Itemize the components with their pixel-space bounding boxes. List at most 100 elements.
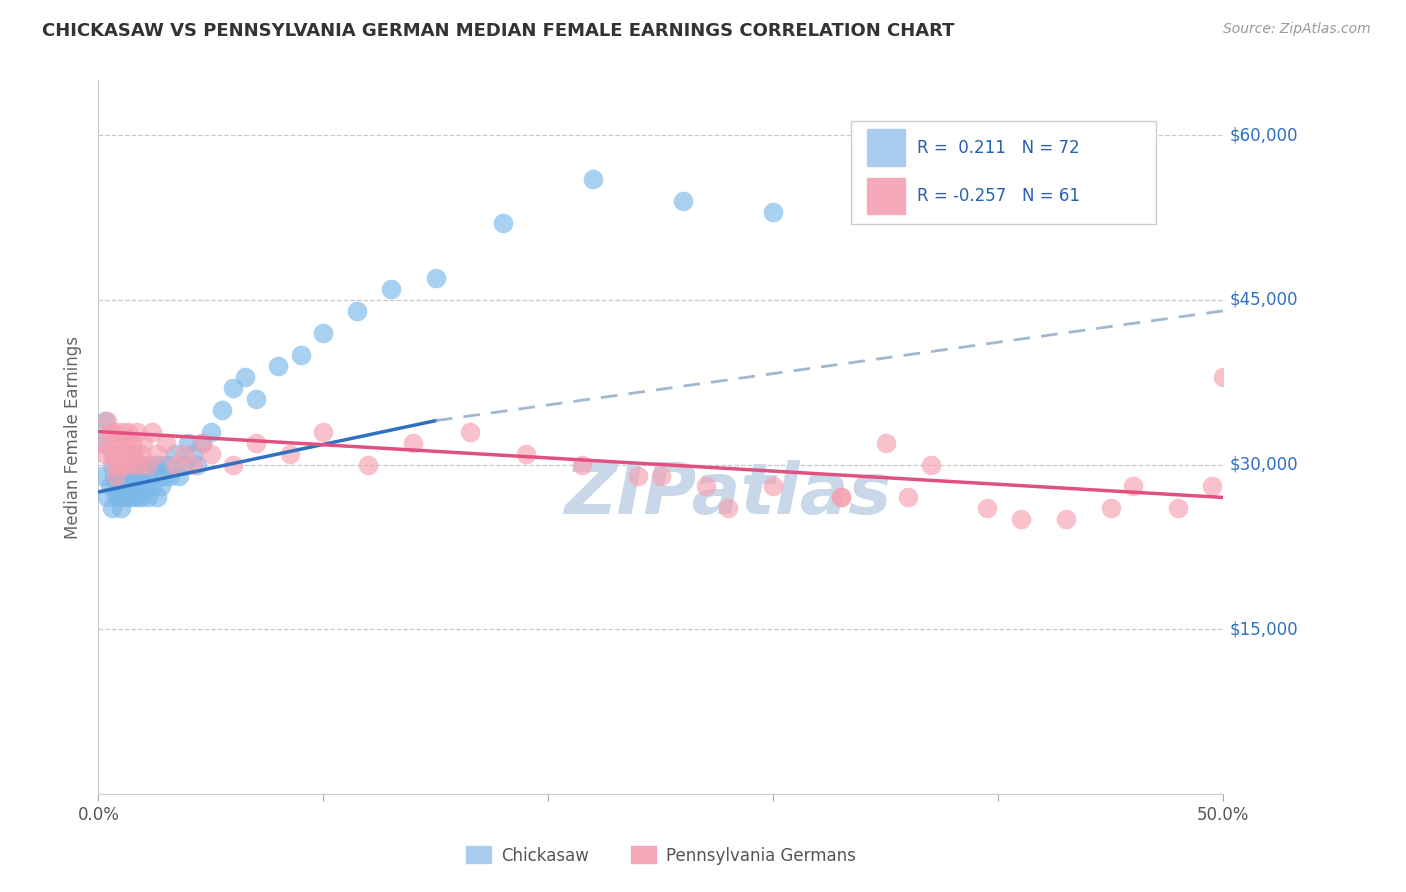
Point — [105, 491, 128, 505]
Point — [1054, 512, 1077, 526]
Point — [124, 446, 146, 460]
Point — [110, 501, 132, 516]
Point — [101, 458, 124, 472]
Point — [128, 458, 150, 472]
Point — [103, 435, 125, 450]
Point — [107, 458, 129, 472]
Point — [112, 425, 135, 439]
Point — [128, 458, 150, 472]
Point — [267, 359, 290, 373]
Point — [114, 446, 136, 460]
Point — [492, 216, 515, 230]
Point — [121, 468, 143, 483]
Point — [110, 458, 132, 472]
Point — [173, 446, 195, 460]
Point — [695, 479, 717, 493]
Point — [118, 458, 141, 472]
Point — [141, 425, 163, 439]
Point — [191, 435, 214, 450]
Point — [571, 458, 593, 472]
Point — [830, 491, 852, 505]
Point — [1167, 501, 1189, 516]
Point — [458, 425, 481, 439]
Point — [312, 425, 335, 439]
Point — [105, 479, 128, 493]
Text: CHICKASAW VS PENNSYLVANIA GERMAN MEDIAN FEMALE EARNINGS CORRELATION CHART: CHICKASAW VS PENNSYLVANIA GERMAN MEDIAN … — [42, 22, 955, 40]
Point — [150, 479, 173, 493]
Point — [139, 468, 162, 483]
Point — [312, 326, 335, 340]
Point — [132, 479, 155, 493]
Y-axis label: Median Female Earnings: Median Female Earnings — [65, 335, 83, 539]
Point — [136, 491, 159, 505]
Point — [141, 479, 163, 493]
Point — [112, 468, 135, 483]
Point — [146, 446, 169, 460]
Point — [129, 491, 152, 505]
Point — [875, 435, 897, 450]
Point — [112, 491, 135, 505]
Point — [103, 446, 125, 460]
Point — [200, 446, 222, 460]
Point — [121, 435, 143, 450]
Point — [1099, 501, 1122, 516]
Point — [136, 458, 159, 472]
Point — [173, 458, 195, 472]
Point — [515, 446, 537, 460]
Text: $60,000: $60,000 — [1230, 126, 1299, 145]
Point — [110, 435, 132, 450]
Legend: Chickasaw, Pennsylvania Germans: Chickasaw, Pennsylvania Germans — [460, 839, 862, 871]
Point — [762, 205, 785, 219]
Point — [117, 491, 139, 505]
Point — [1122, 479, 1144, 493]
Point — [191, 435, 214, 450]
Point — [425, 271, 447, 285]
Text: R =  0.211   N = 72: R = 0.211 N = 72 — [917, 138, 1080, 157]
Point — [132, 435, 155, 450]
Point — [163, 446, 186, 460]
Point — [717, 501, 740, 516]
Point — [129, 468, 152, 483]
Point — [110, 446, 132, 460]
Point — [124, 458, 146, 472]
Point — [233, 369, 256, 384]
Point — [96, 491, 118, 505]
Point — [121, 491, 143, 505]
Point — [107, 446, 129, 460]
Point — [114, 479, 136, 493]
Point — [177, 435, 200, 450]
Point — [110, 479, 132, 493]
Point — [90, 435, 112, 450]
Point — [91, 435, 114, 450]
Point — [114, 435, 136, 450]
Point — [112, 458, 135, 472]
Point — [101, 446, 124, 460]
Point — [211, 402, 233, 417]
Point — [148, 458, 170, 472]
Point — [155, 458, 177, 472]
Point — [920, 458, 942, 472]
Point — [402, 435, 425, 450]
Point — [117, 468, 139, 483]
Text: $30,000: $30,000 — [1230, 456, 1299, 474]
Point — [146, 491, 169, 505]
Point — [107, 458, 129, 472]
Point — [1201, 479, 1223, 493]
Point — [222, 381, 245, 395]
Point — [96, 414, 118, 428]
Point — [98, 425, 121, 439]
Point — [830, 491, 852, 505]
Point — [117, 425, 139, 439]
Text: ZIPatlas: ZIPatlas — [565, 459, 891, 529]
Point — [143, 458, 166, 472]
Point — [163, 458, 186, 472]
Text: Source: ZipAtlas.com: Source: ZipAtlas.com — [1223, 22, 1371, 37]
Point — [125, 425, 148, 439]
Text: $45,000: $45,000 — [1230, 291, 1299, 309]
Point — [155, 435, 177, 450]
Point — [98, 479, 121, 493]
Point — [650, 468, 672, 483]
Point — [107, 491, 129, 505]
Point — [132, 458, 155, 472]
Point — [357, 458, 380, 472]
